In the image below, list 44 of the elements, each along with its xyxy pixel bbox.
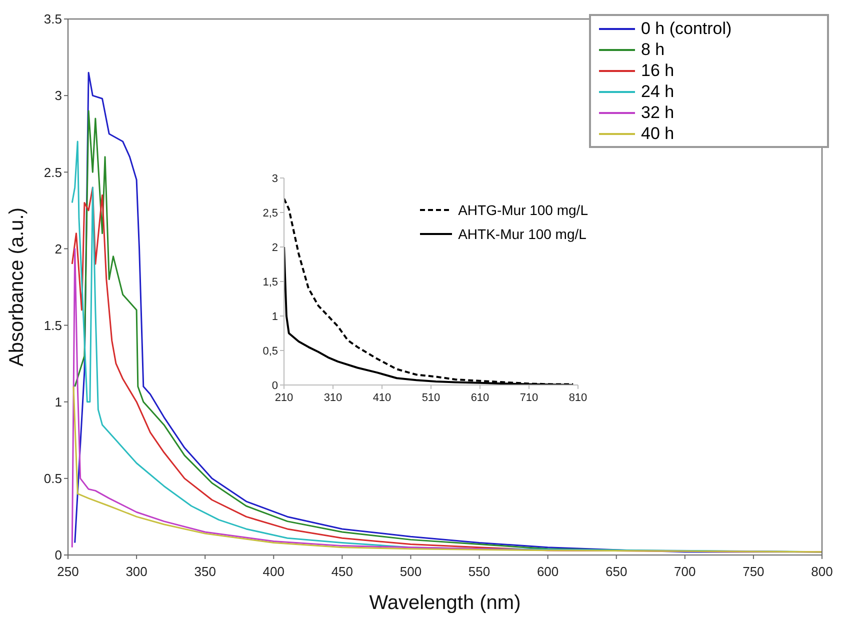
x-tick-label: 700: [674, 564, 696, 580]
x-tick-label: 410: [372, 392, 392, 404]
x-tick-label: 400: [262, 564, 284, 580]
x-tick-label: 250: [57, 564, 79, 580]
legend-label: AHTG-Mur 100 mg/L: [458, 201, 588, 220]
y-tick-label: 2: [54, 241, 62, 256]
y-tick-label: 0,5: [262, 345, 278, 358]
y-tick-label: 0: [272, 380, 278, 392]
y-tick-label: 0.5: [44, 471, 62, 486]
legend-label: AHTK-Mur 100 mg/L: [458, 225, 586, 244]
x-tick-label: 810: [568, 392, 588, 404]
y-tick-label: 0: [54, 548, 62, 563]
legend-label: 32 h: [641, 102, 674, 123]
y-axis-title: Absorbance (a.u.): [6, 208, 28, 366]
x-tick-label: 650: [606, 564, 628, 580]
legend-label: 8 h: [641, 39, 665, 60]
y-tick-label: 2,5: [262, 207, 278, 220]
legend-label: 16 h: [641, 60, 674, 81]
x-tick-label: 300: [126, 564, 148, 580]
x-axis-title: Wavelength (nm): [369, 592, 521, 614]
y-tick-label: 3.5: [44, 12, 62, 27]
x-tick-label: 610: [470, 392, 490, 404]
x-tick-label: 600: [536, 564, 559, 580]
x-tick-label: 450: [331, 564, 354, 580]
x-tick-label: 710: [520, 392, 538, 404]
x-tick-label: 500: [400, 564, 422, 580]
y-tick-label: 2.5: [44, 164, 62, 180]
x-tick-label: 550: [468, 564, 490, 580]
x-tick-label: 510: [422, 392, 440, 404]
y-tick-label: 2: [272, 242, 278, 254]
legend-label: 40 h: [641, 123, 674, 144]
x-tick-label: 750: [742, 564, 764, 580]
y-tick-label: 1: [272, 310, 278, 323]
legend-label: 24 h: [641, 81, 674, 102]
legend-label: 0 h (control): [641, 18, 732, 39]
y-tick-label: 1,5: [262, 276, 278, 288]
x-tick-label: 210: [274, 392, 294, 404]
x-tick-label: 800: [811, 564, 833, 580]
y-tick-label: 1: [54, 394, 62, 410]
x-tick-label: 310: [324, 392, 342, 404]
y-tick-label: 3: [54, 88, 62, 104]
x-tick-label: 350: [194, 564, 216, 580]
y-tick-label: 1.5: [44, 318, 62, 333]
y-tick-label: 3: [272, 172, 278, 185]
